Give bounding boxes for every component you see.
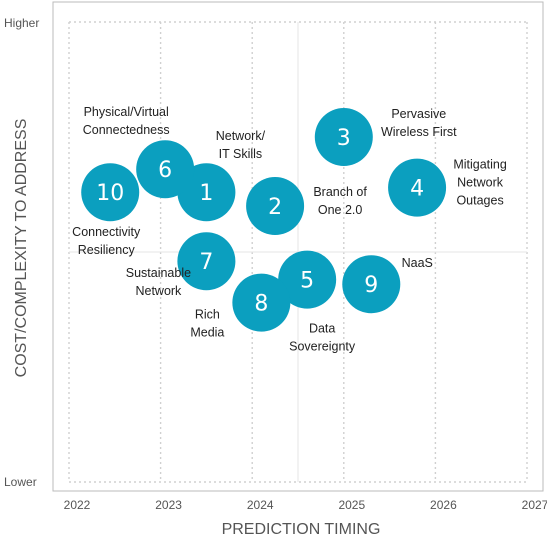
bubble-label-4: Mitigating [453, 158, 507, 172]
bubble-2 [246, 177, 305, 235]
bubble-label-6: Connectedness [83, 123, 170, 137]
bubble-label-6: Physical/Virtual [84, 105, 169, 119]
x-axis-ticks: 2022 2023 2024 2025 2026 2027 [64, 498, 547, 512]
bubble-label-8: Rich [195, 308, 220, 322]
bubble-label-1: IT Skills [219, 147, 263, 161]
y-tick-label: Lower [4, 475, 37, 489]
bubble-4 [388, 158, 447, 217]
bubble-7 [177, 232, 236, 291]
bubble-5 [278, 250, 337, 309]
bubble-3 [314, 108, 373, 166]
bubble-number: 10 [96, 181, 124, 206]
bubble-number: 8 [254, 292, 268, 317]
bubble-8 [232, 273, 291, 332]
bubble-label-2: Branch of [313, 185, 367, 199]
quadrant-dividers [69, 22, 527, 482]
bubble-label-2: One 2.0 [318, 203, 363, 217]
x-axis-title: PREDICTION TIMING [222, 521, 381, 538]
bubble-label-8: Media [190, 326, 224, 340]
x-tick-label: 2025 [338, 498, 365, 512]
x-tick-label: 2024 [247, 498, 274, 512]
plot-frame [52, 1, 544, 492]
bubble-6 [136, 140, 195, 199]
bubble-9 [342, 255, 401, 314]
bubble-number: 2 [268, 195, 282, 220]
x-tick-label: 2027 [522, 498, 547, 512]
bubble-label-9: NaaS [402, 256, 433, 270]
bubble-label-3: Wireless First [381, 125, 457, 139]
bubble-number: 6 [158, 158, 172, 183]
y-tick-label: Higher [4, 16, 39, 30]
bubble-label-7: Sustainable [126, 266, 191, 280]
bubble-label-5: Data [309, 322, 335, 336]
bubble-label-5: Sovereignty [289, 340, 356, 354]
bubble-number: 3 [337, 126, 351, 151]
bubble-label-7: Network [135, 284, 182, 298]
y-axis-ticks: Lower Higher [4, 16, 39, 489]
y-axis-title: COST/COMPLEXITY TO ADDRESS [13, 119, 30, 378]
bubble-label-4: Network [457, 176, 504, 190]
bubble-label-3: Pervasive [391, 107, 446, 121]
bubble-number: 1 [199, 181, 213, 206]
bubbles: 1 2 3 4 5 6 7 8 9 10 [81, 108, 447, 332]
bubble-10 [81, 163, 140, 222]
x-tick-label: 2022 [64, 498, 91, 512]
bubble-labels: Network/IT Skills Branch of One 2.0 Pervasi… [72, 105, 507, 353]
x-tick-label: 2023 [155, 498, 182, 512]
bubble-label-10: Resiliency [78, 243, 136, 257]
bubble-number: 7 [199, 250, 213, 275]
bubble-label-1: Network/ [216, 129, 266, 143]
bubble-number: 4 [410, 177, 424, 202]
x-tick-label: 2026 [430, 498, 457, 512]
bubble-number: 5 [300, 269, 314, 294]
bubble-label-10: Connectivity [72, 225, 141, 239]
bubble-label-4: Outages [456, 194, 503, 208]
bubble-number: 9 [364, 273, 378, 298]
